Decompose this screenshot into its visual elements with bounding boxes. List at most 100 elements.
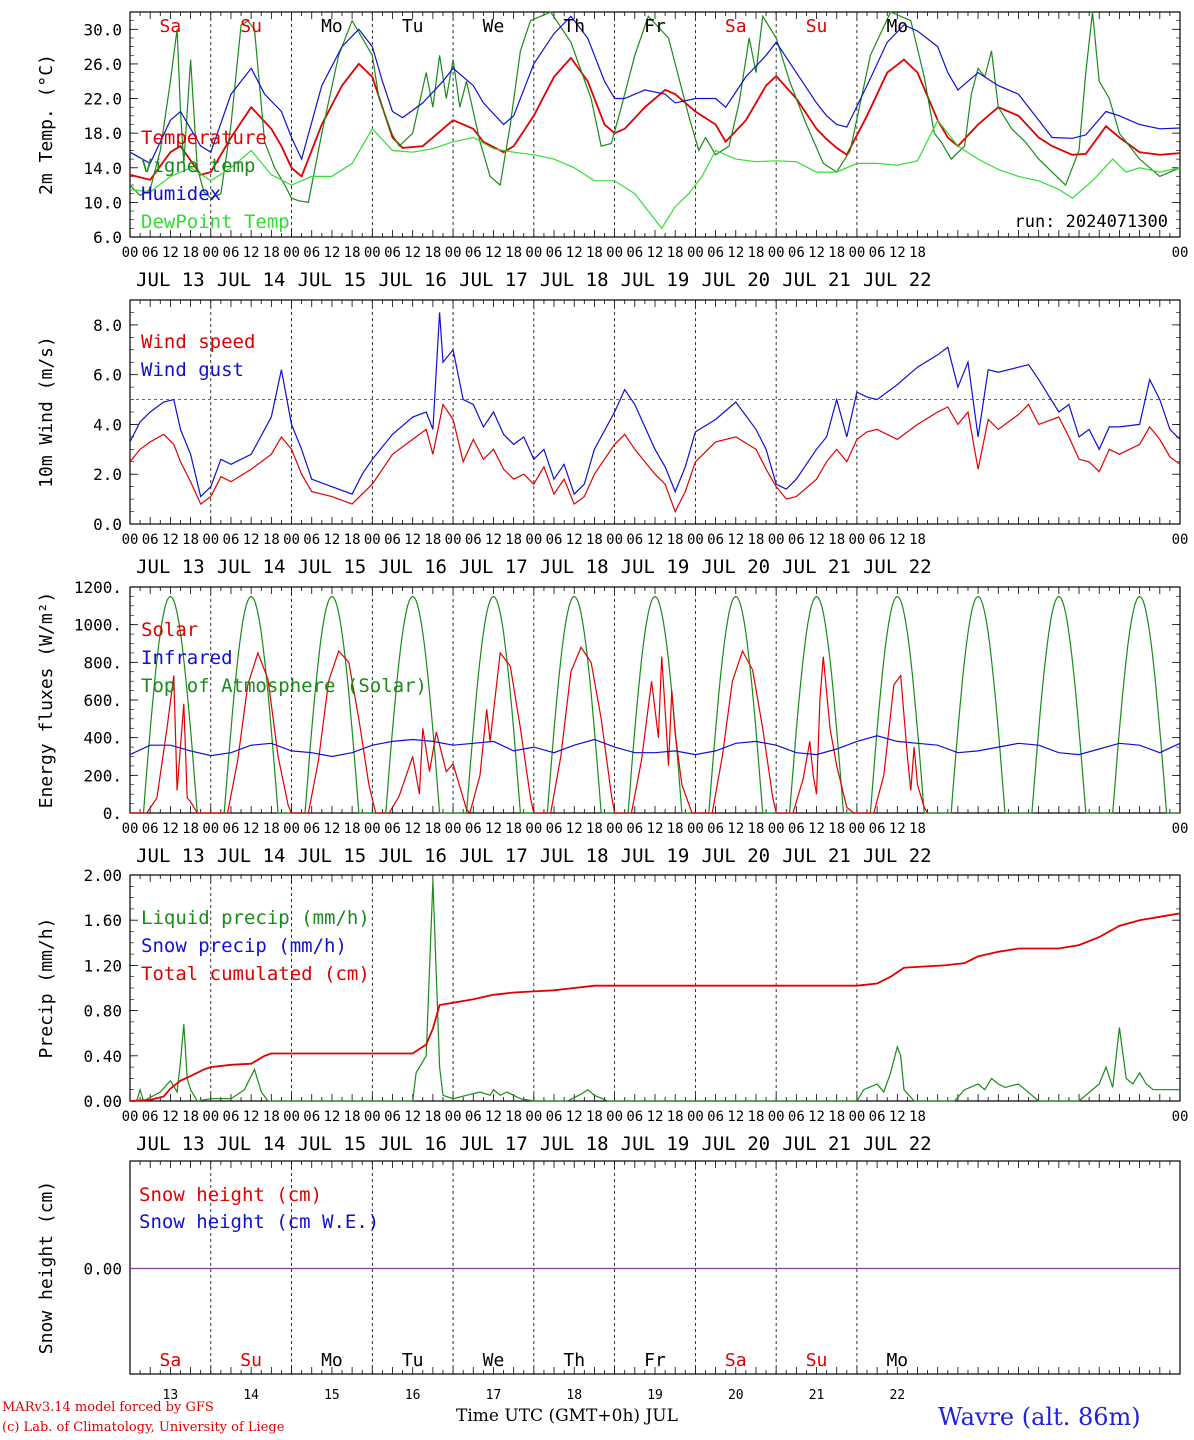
hour-tick-label: 18 bbox=[182, 1109, 199, 1125]
hour-tick-label: 12 bbox=[162, 1109, 179, 1125]
series-line-wind-gust bbox=[129, 312, 1181, 498]
panel-1: 6.0 10.0 14.0 18.0 22.0 26.0 30.0 2m Temp. (°C)… bbox=[36, 11, 1188, 291]
hour-tick-label: 00 bbox=[687, 821, 704, 837]
hour-tick-label: 06 bbox=[384, 532, 401, 548]
run-label: run: 2024071300 bbox=[1014, 212, 1168, 232]
hour-tick-label: 12 bbox=[243, 821, 260, 837]
hour-tick-label: 12 bbox=[162, 821, 179, 837]
y-tick-label: 6.0 bbox=[93, 366, 122, 385]
panel-3: 0. 200. 400. 600. 800. 1000. 1200. Energy fluxe… bbox=[36, 578, 1188, 867]
date-label: JUL 15 bbox=[298, 1133, 367, 1155]
day-number-label: 15 bbox=[324, 1388, 340, 1403]
weekday-label: Sa bbox=[160, 16, 182, 37]
hour-tick-label: 00 bbox=[525, 532, 542, 548]
series-line-dewpoint-temp bbox=[129, 119, 1181, 230]
hour-tick-label: 12 bbox=[808, 532, 825, 548]
y-tick-label: 800. bbox=[83, 653, 122, 672]
legend-entry: Top of Atmosphere (Solar) bbox=[141, 675, 427, 697]
hour-tick-label: 00 bbox=[525, 1109, 542, 1125]
date-label: JUL 13 bbox=[136, 269, 205, 291]
weekday-label: Mo bbox=[886, 1350, 908, 1371]
y-axis-label: Snow height (cm) bbox=[36, 1181, 57, 1354]
hour-tick-label: 06 bbox=[465, 1109, 482, 1125]
hour-tick-label: 12 bbox=[727, 821, 744, 837]
date-label: JUL 15 bbox=[298, 845, 367, 867]
day-number-label: 18 bbox=[566, 1388, 582, 1403]
hour-tick-label: 12 bbox=[404, 245, 421, 261]
date-label: JUL 19 bbox=[621, 845, 690, 867]
hour-tick-label: 18 bbox=[586, 245, 603, 261]
date-label: JUL 16 bbox=[378, 556, 447, 578]
weekday-label: Tu bbox=[402, 1350, 424, 1371]
hour-tick-label: 18 bbox=[424, 821, 441, 837]
plot-frame bbox=[129, 11, 1181, 238]
hour-tick-label: 06 bbox=[869, 245, 886, 261]
y-tick-label: 14.0 bbox=[83, 159, 122, 178]
hour-tick-label: 06 bbox=[303, 1109, 320, 1125]
hour-tick-label: 18 bbox=[263, 532, 280, 548]
hour-tick-label: 18 bbox=[505, 821, 522, 837]
hour-tick-label: 18 bbox=[505, 1109, 522, 1125]
series-line-wind-speed bbox=[129, 402, 1181, 514]
hour-tick-label: 00 bbox=[687, 1109, 704, 1125]
hour-tick-label: 06 bbox=[223, 1109, 240, 1125]
y-tick-label: 0.00 bbox=[83, 1260, 122, 1279]
date-label: JUL 14 bbox=[217, 845, 286, 867]
hour-tick-label: 18 bbox=[828, 532, 845, 548]
date-label: JUL 18 bbox=[540, 1133, 609, 1155]
hour-tick-label: 18 bbox=[748, 532, 765, 548]
hour-tick-label: 00 bbox=[202, 1109, 219, 1125]
hour-tick-label: 00 bbox=[364, 532, 381, 548]
hour-tick-label: 06 bbox=[788, 1109, 805, 1125]
hour-tick-label: 12 bbox=[889, 821, 906, 837]
hour-tick-label: 18 bbox=[263, 821, 280, 837]
weekday-label: Th bbox=[563, 16, 585, 37]
hour-tick-label: 06 bbox=[142, 532, 159, 548]
date-label: JUL 13 bbox=[136, 845, 205, 867]
panel-4: 0.00 0.40 0.80 1.20 1.60 2.00 Precip (mm/h) Liq… bbox=[36, 866, 1188, 1155]
date-label: JUL 15 bbox=[298, 269, 367, 291]
weekday-label: Su bbox=[240, 16, 262, 37]
legend-entry: Temperature bbox=[141, 127, 267, 149]
hour-tick-label: 00 bbox=[445, 245, 462, 261]
day-number-label: 20 bbox=[728, 1388, 744, 1403]
hour-tick-label: 00 bbox=[202, 245, 219, 261]
panel-5: 0.00 Snow height (cm) Snow height (cm) Snow… bbox=[36, 1160, 1181, 1403]
date-label: JUL 14 bbox=[217, 269, 286, 291]
hour-tick-label: 12 bbox=[889, 532, 906, 548]
hour-tick-label: 12 bbox=[566, 245, 583, 261]
hour-tick-label: 12 bbox=[323, 245, 340, 261]
legend-entry: Snow height (cm W.E.) bbox=[139, 1211, 379, 1233]
hour-tick-label: 18 bbox=[505, 532, 522, 548]
hour-tick-label: 12 bbox=[566, 532, 583, 548]
hour-tick-label: 18 bbox=[909, 1109, 926, 1125]
hour-tick-label: 00 bbox=[848, 1109, 865, 1125]
x-axis-title: Time UTC (GMT+0h) JUL bbox=[456, 1406, 678, 1426]
date-label: JUL 19 bbox=[621, 556, 690, 578]
hour-tick-label: 00 bbox=[122, 245, 139, 261]
weekday-label: Su bbox=[806, 16, 828, 37]
hour-tick-label: 06 bbox=[223, 245, 240, 261]
hour-tick-label: 18 bbox=[344, 245, 361, 261]
hour-tick-label: 18 bbox=[424, 1109, 441, 1125]
hour-tick-label: 00 bbox=[445, 532, 462, 548]
date-label: JUL 21 bbox=[782, 1133, 851, 1155]
hour-tick-label: 00 bbox=[768, 821, 785, 837]
hour-tick-label: 06 bbox=[142, 1109, 159, 1125]
hour-tick-label: 06 bbox=[869, 532, 886, 548]
hour-tick-label: 00 bbox=[687, 532, 704, 548]
date-label: JUL 18 bbox=[540, 845, 609, 867]
hour-tick-label: 18 bbox=[344, 821, 361, 837]
hour-tick-label: 00 bbox=[768, 245, 785, 261]
y-tick-label: 1000. bbox=[74, 616, 122, 635]
hour-tick-label: 18 bbox=[505, 245, 522, 261]
hour-tick-label: 06 bbox=[869, 821, 886, 837]
hour-tick-label: 06 bbox=[384, 245, 401, 261]
hour-tick-label: 12 bbox=[323, 1109, 340, 1125]
hour-tick-label: 00 bbox=[364, 245, 381, 261]
hour-tick-label: 06 bbox=[384, 821, 401, 837]
date-label: JUL 21 bbox=[782, 556, 851, 578]
y-tick-label: 18.0 bbox=[83, 124, 122, 143]
date-label: JUL 20 bbox=[701, 845, 770, 867]
legend-entry: Total cumulated (cm) bbox=[141, 963, 370, 985]
